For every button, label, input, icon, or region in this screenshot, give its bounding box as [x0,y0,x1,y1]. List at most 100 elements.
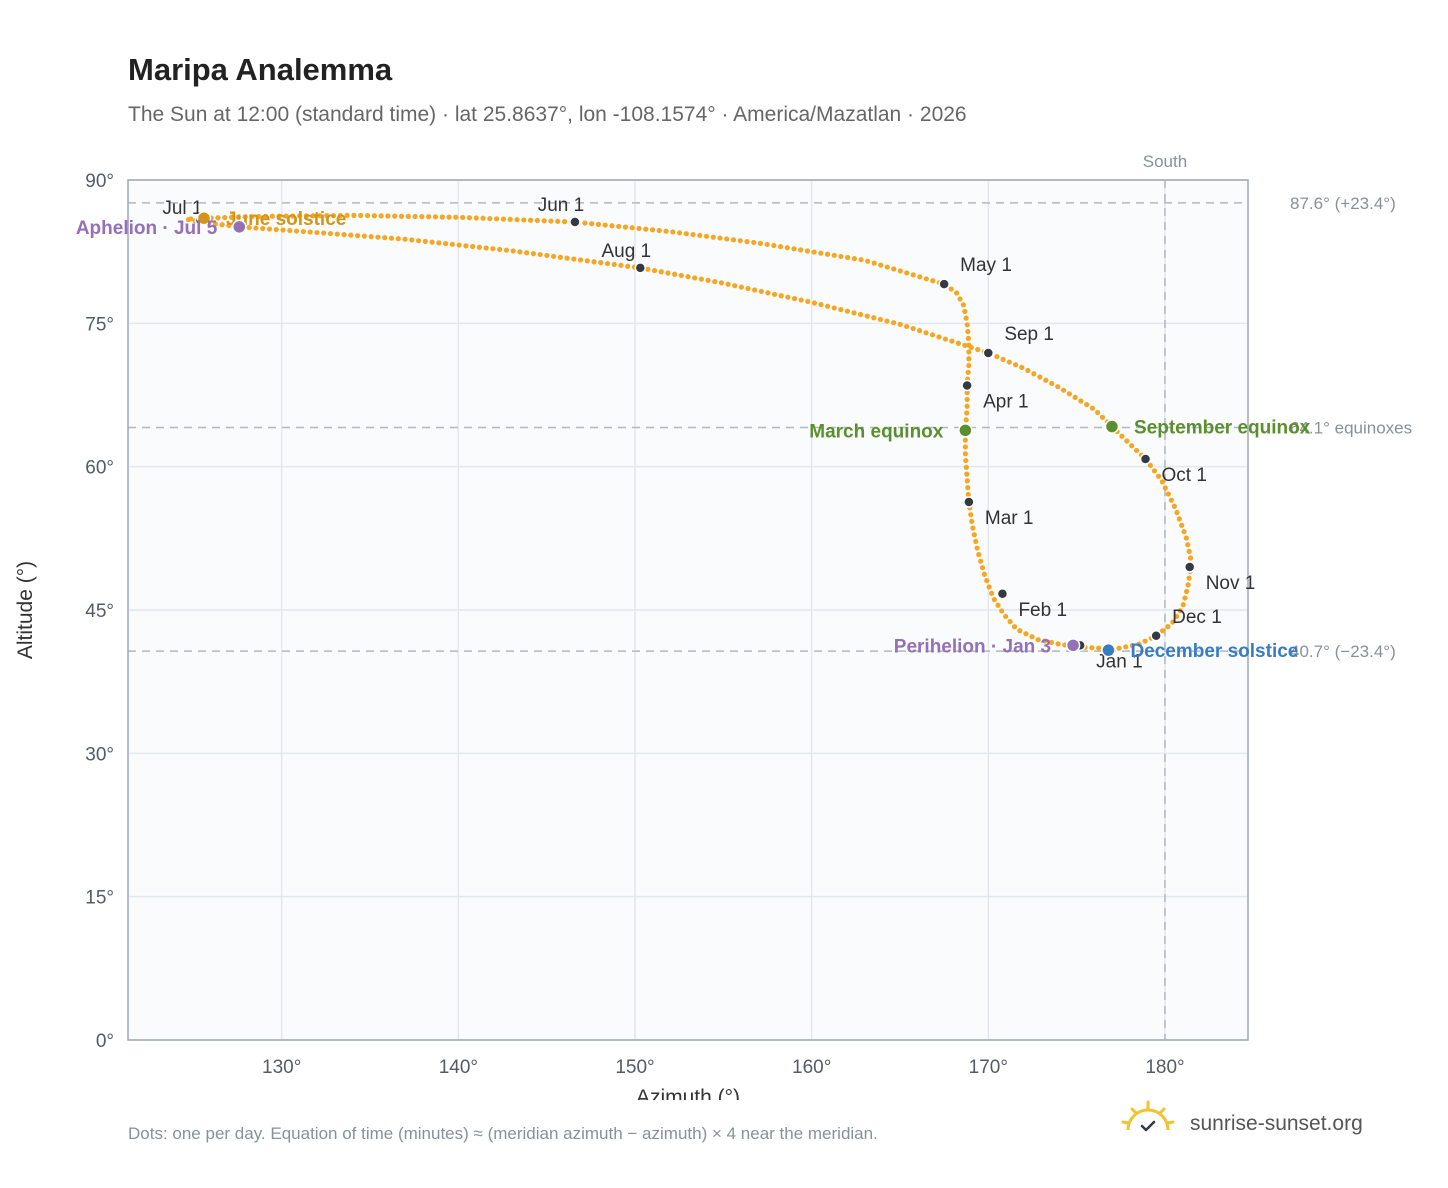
daily-sun-dot [398,213,405,219]
daily-sun-dot [1134,447,1140,454]
daily-sun-dot [974,545,980,551]
daily-sun-dot [878,262,884,268]
daily-sun-dot [611,261,617,268]
daily-sun-dot [449,241,455,247]
daily-sun-dot [910,272,916,278]
daily-sun-dot [429,239,435,245]
daily-sun-dot [697,232,703,239]
daily-sun-dot [371,213,377,219]
daily-sun-dot [805,298,811,305]
daily-sun-dot [466,215,473,221]
daily-sun-dot [1096,645,1102,651]
month-marker-dot [982,347,995,359]
y-tick-label: 45° [85,601,114,622]
daily-sun-dot [1006,359,1012,365]
daily-sun-dot [966,356,972,362]
daily-sun-dot [460,214,466,221]
daily-sun-dot [865,258,871,264]
daily-sun-dot [791,296,798,302]
daily-sun-dot [1155,473,1162,479]
daily-sun-dot [589,221,595,227]
daily-sun-dot [962,444,968,450]
x-tick-label: 170° [969,1057,1008,1078]
x-tick-label: 140° [439,1057,478,1078]
daily-sun-dot [844,308,851,314]
daily-sun-dot [344,212,350,219]
daily-sun-dot [364,213,371,219]
daily-sun-dot [1168,497,1174,503]
month-marker-label: Jul 1 [162,198,202,219]
daily-sun-dot [266,226,273,232]
daily-sun-dot [1147,462,1153,469]
daily-sun-dot [904,270,910,276]
event-marker-label: March equinox [809,421,944,442]
daily-sun-dot [426,214,432,220]
daily-sun-dot [955,340,961,346]
daily-sun-dot [368,234,374,240]
daily-sun-dot [942,336,949,342]
daily-sun-dot [415,238,422,244]
daily-sun-dot [564,255,570,261]
daily-sun-dot [577,257,584,263]
daily-sun-dot [571,256,577,262]
daily-sun-dot [456,242,462,248]
analemma-chart: 87.6° (+23.4°) 64.1° equinoxes 40.7° (−23.… [14,152,1412,1100]
daily-sun-dot [287,227,293,234]
brand-logo-link[interactable]: sunrise-sunset.org [1120,1100,1420,1150]
daily-sun-dot [831,305,837,311]
daily-sun-dot [334,231,340,237]
month-marker-dot [963,496,975,508]
daily-sun-dot [1017,628,1023,634]
daily-sun-dot [337,212,343,219]
daily-sun-dot [453,214,459,220]
footnote: Dots: one per day. Equation of time (min… [128,1124,878,1143]
daily-sun-dot [672,271,678,277]
daily-sun-dot [307,229,313,235]
daily-sun-dot [777,244,784,250]
daily-sun-dot [858,257,864,263]
daily-sun-dot [963,457,969,464]
daily-sun-dot [923,330,929,336]
chart-subtitle: The Sun at 12:00 (standard time) · lat 2… [128,103,967,126]
daily-sun-dot [1180,602,1186,608]
daily-sun-dot [443,240,449,247]
daily-sun-dot [1078,398,1084,404]
daily-sun-dot [798,297,804,303]
daily-sun-dot [283,213,289,219]
daily-sun-dot [503,247,510,253]
daily-sun-dot [541,218,547,224]
daily-sun-dot [388,235,395,241]
daily-sun-dot [964,322,970,328]
daily-sun-dot [954,290,960,296]
x-tick-label: 130° [262,1057,301,1078]
daily-sun-dot [897,321,903,327]
daily-sun-dot [989,590,995,596]
month-marker-label: Apr 1 [983,391,1028,412]
y-tick-label: 90° [85,171,114,192]
daily-sun-dot [999,608,1005,614]
daily-sun-dot [1060,387,1067,393]
daily-sun-dot [784,245,790,251]
daily-sun-dot [976,552,982,558]
daily-sun-dot [864,313,870,319]
daily-sun-dot [1025,367,1031,374]
daily-sun-dot [730,237,737,243]
daily-sun-dot [476,244,482,250]
daily-sun-dot [963,464,969,470]
daily-sun-dot [877,316,884,323]
daily-sun-dot [838,253,844,260]
daily-sun-dot [616,223,622,230]
daily-sun-dot [964,471,970,477]
event-marker-label: Aphelion · Jul 5 [76,218,218,239]
daily-sun-dot [382,235,388,241]
daily-sun-dot [405,213,411,219]
month-marker-dot [1150,630,1162,642]
daily-sun-dot [269,213,275,219]
daily-sun-dot [303,213,309,219]
daily-sun-dot [1170,619,1176,625]
daily-sun-dot [470,243,476,250]
daily-sun-dot [964,396,970,403]
daily-sun-dot [1174,613,1180,619]
daily-sun-dot [228,214,235,220]
daily-sun-dot [724,236,730,242]
